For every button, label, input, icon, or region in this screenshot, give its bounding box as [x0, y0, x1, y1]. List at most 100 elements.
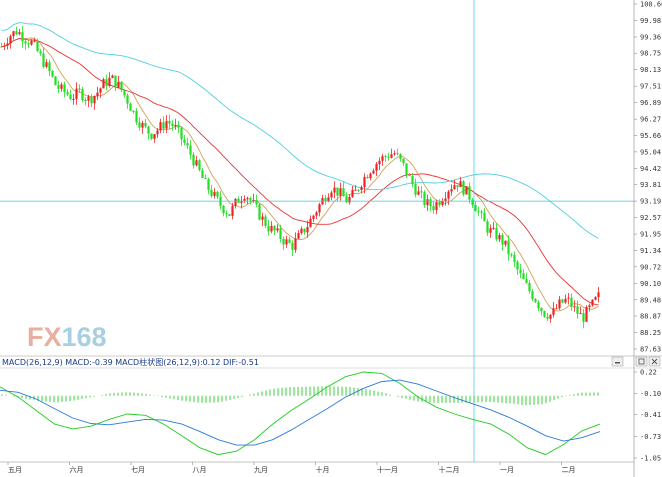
- candle-body: [240, 200, 243, 203]
- candle-body: [225, 213, 228, 215]
- candle-body: [357, 189, 360, 191]
- candle-body: [573, 306, 576, 308]
- candle-body: [318, 204, 321, 213]
- time-tick-label: 七月: [131, 465, 145, 474]
- candle-body: [279, 228, 282, 239]
- candle-body: [87, 96, 90, 101]
- time-tick-label: 十二月: [439, 465, 460, 474]
- candle-body: [591, 299, 594, 306]
- candle-body: [549, 314, 552, 319]
- candle-body: [444, 198, 447, 202]
- candle-body: [21, 32, 24, 42]
- candle-body: [243, 199, 246, 201]
- candle-body: [291, 242, 294, 250]
- candle-body: [456, 185, 459, 188]
- candle-body: [75, 88, 78, 99]
- candle-body: [351, 190, 354, 197]
- candle-body: [84, 99, 87, 101]
- candle-body: [60, 84, 63, 89]
- candle-body: [300, 228, 303, 234]
- candle-body: [108, 77, 111, 86]
- candle-body: [552, 308, 555, 315]
- pane-controls[interactable]: [611, 356, 661, 367]
- close-icon: [651, 358, 658, 365]
- candle-body: [390, 154, 393, 158]
- candle-body: [228, 214, 231, 216]
- candle-body: [189, 145, 192, 155]
- candle-body: [135, 111, 138, 123]
- candle-body: [63, 84, 66, 92]
- candle-body: [123, 90, 126, 96]
- candle-body: [276, 228, 279, 231]
- candle-body: [9, 36, 12, 44]
- price-tick-label: 97.51: [640, 83, 661, 91]
- candle-body: [597, 292, 600, 298]
- candle-body: [339, 188, 342, 196]
- candle-body: [558, 299, 561, 309]
- candle-body: [252, 199, 255, 201]
- candle-body: [576, 306, 579, 314]
- candle-body: [198, 160, 201, 171]
- candle-body: [327, 197, 330, 202]
- maximize-button[interactable]: [635, 356, 648, 367]
- candle-body: [534, 299, 537, 303]
- candle-body: [471, 199, 474, 205]
- candle-body: [285, 239, 288, 245]
- minimize-button[interactable]: [611, 356, 624, 367]
- candle-body: [57, 85, 60, 89]
- candle-body: [330, 192, 333, 198]
- time-tick-label: 一月: [500, 466, 514, 474]
- price-tick-label: 90.10: [640, 280, 661, 288]
- price-tick-label: 93.19: [640, 198, 661, 206]
- candle-body: [282, 238, 285, 245]
- candle-body: [555, 308, 558, 310]
- candle-body: [201, 170, 204, 178]
- candle-body: [360, 187, 363, 190]
- candle-body: [156, 130, 159, 135]
- candle-body: [399, 153, 402, 159]
- candle-body: [231, 205, 234, 216]
- candle-body: [432, 206, 435, 211]
- price-tick-label: 96.27: [640, 116, 661, 124]
- price-tick-label: 90.72: [640, 263, 661, 271]
- price-tick-label: 99.36: [640, 33, 661, 41]
- candle-body: [453, 185, 456, 190]
- candle-body: [120, 81, 123, 91]
- candle-body: [15, 31, 18, 35]
- candle-body: [495, 227, 498, 240]
- candle-body: [309, 218, 312, 228]
- candle-body: [174, 124, 177, 127]
- candle-body: [159, 122, 162, 131]
- maximize-icon: [638, 358, 645, 365]
- price-tick-label: 98.13: [640, 66, 661, 74]
- candle-body: [180, 127, 183, 140]
- candle-body: [570, 297, 573, 307]
- candle-body: [207, 178, 210, 190]
- candle-body: [273, 225, 276, 231]
- candle-body: [294, 238, 297, 250]
- candle-body: [54, 76, 57, 86]
- candle-body: [210, 189, 213, 196]
- candle-body: [414, 183, 417, 195]
- candle-body: [183, 139, 186, 143]
- candle-body: [78, 88, 81, 90]
- ma-mid-line: [1, 38, 599, 306]
- candle-body: [519, 269, 522, 274]
- candle-body: [510, 254, 513, 256]
- candle-body: [366, 176, 369, 179]
- macd-tick-label: -0.10: [640, 390, 661, 398]
- candle-body: [165, 121, 168, 129]
- candle-body: [306, 227, 309, 233]
- price-tick-label: 87.63: [640, 346, 661, 354]
- candle-body: [354, 189, 357, 191]
- candle-body: [507, 240, 510, 255]
- candle-body: [171, 123, 174, 127]
- candle-body: [234, 198, 237, 206]
- candle-body: [387, 156, 390, 158]
- candle-body: [441, 201, 444, 205]
- candle-body: [588, 305, 591, 308]
- candle-body: [51, 71, 54, 77]
- moving-averages: [1, 22, 599, 312]
- time-tick-label: 六月: [70, 465, 84, 474]
- candle-body: [486, 221, 489, 233]
